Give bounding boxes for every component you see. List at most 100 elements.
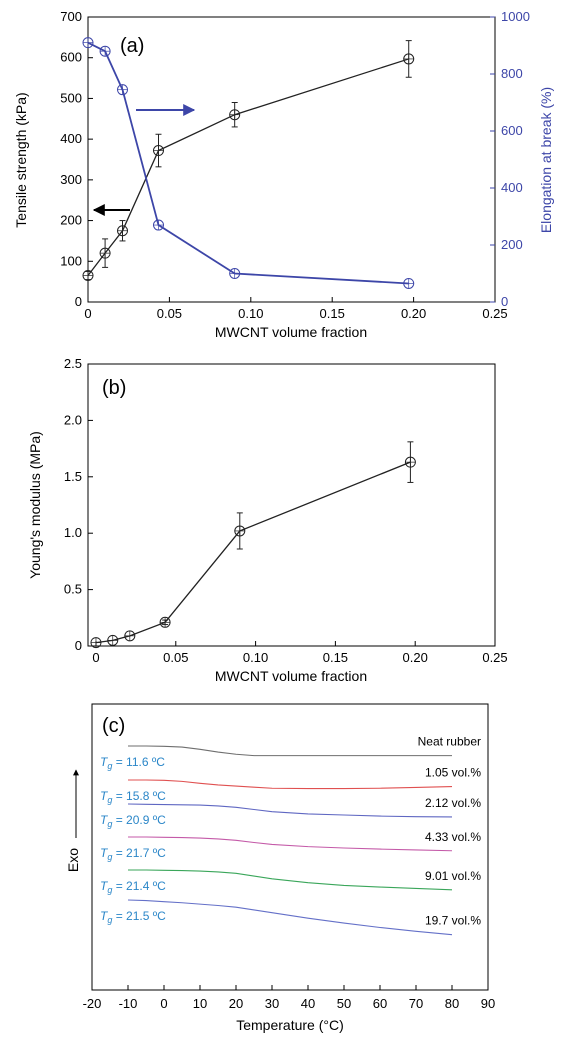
y-tick-label: 0 xyxy=(75,294,82,309)
x-tick-label: 0 xyxy=(160,996,167,1011)
y-tick-label: 1.0 xyxy=(64,525,82,540)
y-tick-label: 0 xyxy=(501,294,508,309)
x-tick-label: -20 xyxy=(83,996,102,1011)
x-tick-label: 0.05 xyxy=(163,650,188,665)
panel-a-x-axis-label: MWCNT volume fraction xyxy=(215,324,367,340)
elongation-point xyxy=(403,277,415,289)
panel-a-y-ticks: 0 100 200 300 400 500 600 700 xyxy=(60,9,93,309)
panel-b-label: (b) xyxy=(102,377,126,399)
panel-c-x-ticks: -20 -10 0 10 20 30 40 50 60 70 80 90 xyxy=(83,985,495,1011)
y-tick-label: 2.0 xyxy=(64,412,82,427)
x-tick-label: 0 xyxy=(84,306,91,321)
y-tick-label: 400 xyxy=(60,131,82,146)
tg-label: Tg = 20.9 ºC xyxy=(100,813,166,829)
y-tick-label: 1.5 xyxy=(64,469,82,484)
x-tick-label: 0.20 xyxy=(403,650,428,665)
elongation-line xyxy=(87,41,409,285)
y-tick-label: 2.5 xyxy=(64,356,82,371)
dsc-series-label: 1.05 vol.% xyxy=(425,766,481,780)
dsc-series-label: 4.33 vol.% xyxy=(425,830,481,844)
tg-label: Tg = 21.5 ºC xyxy=(100,909,166,925)
tg-label: Tg = 21.7 ºC xyxy=(100,846,166,862)
x-tick-label: 0.10 xyxy=(243,650,268,665)
y-tick-label: 1000 xyxy=(501,9,530,24)
dsc-series-label: 19.7 vol.% xyxy=(425,914,481,928)
dsc-curve xyxy=(127,899,453,936)
y-tick-label: 800 xyxy=(501,66,523,81)
tensile-strength-point xyxy=(229,109,241,121)
elongation-point xyxy=(229,268,241,279)
x-tick-label: 0.05 xyxy=(157,306,182,321)
dsc-curve xyxy=(128,779,453,790)
panel-b-y-axis-label: Young's modulus (MPa) xyxy=(27,431,43,579)
elongation-point xyxy=(152,219,164,231)
x-tick-label: 0 xyxy=(92,650,99,665)
tensile-strength-point xyxy=(117,225,129,237)
panel-a-right-y-axis-label: Elongation at break (%) xyxy=(538,87,554,233)
x-tick-label: -10 xyxy=(119,996,138,1011)
panel-a-frame xyxy=(87,16,496,303)
y-tick-label: 100 xyxy=(60,253,82,268)
dsc-curve xyxy=(128,745,452,757)
x-tick-label: 0.10 xyxy=(238,306,263,321)
dsc-curve xyxy=(127,803,453,818)
x-tick-label: 0.15 xyxy=(323,650,348,665)
tg-label: Tg = 11.6 ºC xyxy=(100,755,165,771)
x-tick-label: 10 xyxy=(193,996,207,1011)
youngs-modulus-point xyxy=(124,630,136,642)
elongation-point xyxy=(99,45,111,57)
youngs-modulus-point xyxy=(234,525,246,537)
dsc-series-label: 9.01 vol.% xyxy=(425,869,481,883)
x-tick-label: 0.25 xyxy=(482,650,507,665)
elongation-point xyxy=(117,84,129,96)
dsc-series-label: Neat rubber xyxy=(418,735,481,749)
y-tick-label: 500 xyxy=(60,90,82,105)
panel-a: (a) 0 0.05 0.10 0.15 0.20 0.25 0 100 200 300 400 5… xyxy=(13,9,554,340)
panel-c-y-axis-label: Exo xyxy=(65,848,81,872)
panel-a-label: (a) xyxy=(120,35,144,57)
panel-b-x-axis-label: MWCNT volume fraction xyxy=(215,668,367,684)
y-tick-label: 600 xyxy=(501,123,523,138)
y-tick-label: 700 xyxy=(60,9,82,24)
x-tick-label: 0.25 xyxy=(482,306,507,321)
panel-a-right-y-ticks: 0 200 400 600 800 1000 xyxy=(490,9,530,309)
panel-c-series xyxy=(127,745,453,936)
y-tick-label: 300 xyxy=(60,172,82,187)
x-tick-label: 70 xyxy=(409,996,423,1011)
elongation-point xyxy=(82,37,94,49)
tensile-strength-point xyxy=(82,270,94,282)
panel-b-frame xyxy=(87,363,496,647)
panel-c: (c) -20 -10 0 10 20 30 40 50 60 70 80 90 Neat rubbe… xyxy=(65,703,495,1033)
panel-c-label: (c) xyxy=(102,715,125,737)
x-tick-label: 30 xyxy=(265,996,279,1011)
y-tick-label: 0.5 xyxy=(64,582,82,597)
panel-c-labels: Neat rubber Tg = 11.6 ºC 1.05 vol.% Tg = 15… xyxy=(100,735,481,928)
x-tick-label: 20 xyxy=(229,996,243,1011)
dsc-curve xyxy=(128,869,453,891)
panel-a-y-axis-label: Tensile strength (kPa) xyxy=(13,92,29,227)
y-tick-label: 200 xyxy=(60,213,82,228)
y-tick-label: 0 xyxy=(75,638,82,653)
panel-c-frame xyxy=(91,703,489,991)
panel-a-series xyxy=(82,37,415,289)
x-tick-label: 40 xyxy=(301,996,315,1011)
y-tick-label: 400 xyxy=(501,180,523,195)
panel-b-y-ticks: 0 0.5 1.0 1.5 2.0 2.5 xyxy=(64,356,93,653)
panel-b-x-ticks: 0 0.05 0.10 0.15 0.20 0.25 xyxy=(92,641,508,665)
youngs-modulus-point xyxy=(90,637,102,649)
x-tick-label: 0.20 xyxy=(401,306,426,321)
x-tick-label: 60 xyxy=(373,996,387,1011)
youngs-modulus-point xyxy=(159,616,171,628)
y-tick-label: 200 xyxy=(501,237,523,252)
panel-b-series xyxy=(90,441,416,649)
youngs-modulus-line xyxy=(95,461,411,644)
tensile-strength-point xyxy=(99,247,111,259)
panel-b: (b) 0 0.05 0.10 0.15 0.20 0.25 0 0.5 1.0 1.5 2.0 2… xyxy=(27,356,508,684)
youngs-modulus-point xyxy=(404,456,416,468)
tg-label: Tg = 21.4 ºC xyxy=(100,879,166,895)
dsc-series-label: 2.12 vol.% xyxy=(425,796,481,810)
y-tick-label: 600 xyxy=(60,50,82,65)
panel-c-x-axis-label: Temperature (°C) xyxy=(236,1017,344,1033)
tensile-strength-point xyxy=(403,53,415,65)
